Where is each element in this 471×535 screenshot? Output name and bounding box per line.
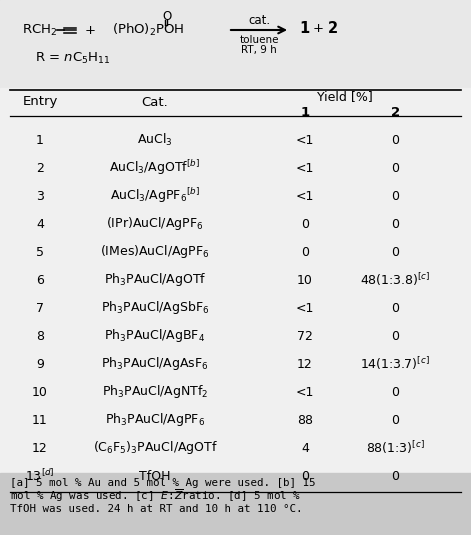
Text: +: + — [84, 24, 96, 36]
Text: toluene: toluene — [239, 35, 279, 45]
Text: 8: 8 — [36, 330, 44, 342]
Text: 0: 0 — [391, 246, 399, 258]
Text: Ph$_3$PAuCl/AgOTf: Ph$_3$PAuCl/AgOTf — [104, 271, 206, 288]
Text: (IMes)AuCl/AgPF$_6$: (IMes)AuCl/AgPF$_6$ — [100, 243, 210, 261]
Text: 0: 0 — [391, 470, 399, 483]
Text: Ph$_3$PAuCl/AgNTf$_2$: Ph$_3$PAuCl/AgNTf$_2$ — [102, 384, 208, 401]
Text: 1: 1 — [36, 134, 44, 147]
Text: 0: 0 — [391, 134, 399, 147]
Text: 13$^{[d]}$: 13$^{[d]}$ — [25, 468, 55, 484]
Text: <1: <1 — [296, 162, 314, 174]
Text: 0: 0 — [301, 470, 309, 483]
Text: 0: 0 — [391, 302, 399, 315]
Text: 48(1:3.8)$^{[c]}$: 48(1:3.8)$^{[c]}$ — [360, 272, 430, 288]
Text: AuCl$_3$/AgPF$_6$$^{[b]}$: AuCl$_3$/AgPF$_6$$^{[b]}$ — [110, 187, 200, 205]
Text: Ph$_3$PAuCl/AgPF$_6$: Ph$_3$PAuCl/AgPF$_6$ — [105, 411, 205, 429]
Text: <1: <1 — [296, 189, 314, 203]
Text: 7: 7 — [36, 302, 44, 315]
Text: 0: 0 — [391, 386, 399, 399]
Text: mol % Ag was used. [c] $\it{E}$:$\overline{Z}$ratio. [d] 5 mol %: mol % Ag was used. [c] $\it{E}$:$\overli… — [10, 488, 301, 505]
Text: 88: 88 — [297, 414, 313, 426]
Text: 0: 0 — [301, 246, 309, 258]
Text: <1: <1 — [296, 386, 314, 399]
Text: 9: 9 — [36, 357, 44, 371]
Text: 12: 12 — [297, 357, 313, 371]
Text: RT, 9 h: RT, 9 h — [241, 45, 277, 55]
Text: AuCl$_3$/AgOTf$^{[b]}$: AuCl$_3$/AgOTf$^{[b]}$ — [109, 158, 201, 178]
Text: 0: 0 — [391, 330, 399, 342]
Text: 2: 2 — [36, 162, 44, 174]
Text: Cat.: Cat. — [142, 96, 168, 109]
Text: TfOH: TfOH — [139, 470, 171, 483]
Text: 88(1:3)$^{[c]}$: 88(1:3)$^{[c]}$ — [365, 440, 424, 456]
Bar — [0, 0, 471, 88]
Bar — [0, 88, 471, 473]
Text: 14(1:3.7)$^{[c]}$: 14(1:3.7)$^{[c]}$ — [360, 356, 430, 372]
Text: cat.: cat. — [248, 13, 270, 27]
Text: 3: 3 — [36, 189, 44, 203]
Text: 12: 12 — [32, 441, 48, 455]
Text: Yield [%]: Yield [%] — [317, 90, 373, 103]
Text: 0: 0 — [391, 414, 399, 426]
Text: 0: 0 — [391, 162, 399, 174]
Bar — [0, 473, 471, 535]
Text: AuCl$_3$: AuCl$_3$ — [137, 132, 173, 148]
Text: 5: 5 — [36, 246, 44, 258]
Text: Entry: Entry — [22, 96, 57, 109]
Text: Ph$_3$PAuCl/AgAsF$_6$: Ph$_3$PAuCl/AgAsF$_6$ — [101, 355, 209, 372]
Text: Ph$_3$PAuCl/AgBF$_4$: Ph$_3$PAuCl/AgBF$_4$ — [105, 327, 206, 345]
Text: 72: 72 — [297, 330, 313, 342]
Text: 0: 0 — [301, 218, 309, 231]
Text: O: O — [162, 10, 171, 22]
Text: 10: 10 — [297, 273, 313, 287]
Text: 0: 0 — [391, 218, 399, 231]
Text: +: + — [312, 21, 324, 34]
Text: $\mathbf{1}$: $\mathbf{1}$ — [300, 20, 311, 36]
Text: 10: 10 — [32, 386, 48, 399]
Text: $\mathbf{1}$: $\mathbf{1}$ — [300, 106, 310, 119]
Text: R = $\it{n}$C$_5$H$_{11}$: R = $\it{n}$C$_5$H$_{11}$ — [35, 50, 111, 66]
Text: Ph$_3$PAuCl/AgSbF$_6$: Ph$_3$PAuCl/AgSbF$_6$ — [101, 300, 209, 317]
Text: $\mathbf{2}$: $\mathbf{2}$ — [326, 20, 337, 36]
Text: 4: 4 — [36, 218, 44, 231]
Text: 11: 11 — [32, 414, 48, 426]
Text: (IPr)AuCl/AgPF$_6$: (IPr)AuCl/AgPF$_6$ — [106, 216, 203, 233]
Text: (PhO)$_2$POH: (PhO)$_2$POH — [112, 22, 185, 38]
Text: 0: 0 — [391, 189, 399, 203]
Text: TfOH was used. 24 h at RT and 10 h at 110 °C.: TfOH was used. 24 h at RT and 10 h at 11… — [10, 504, 302, 514]
Text: [a] 5 mol % Au and 5 mol % Ag were used. [b] 15: [a] 5 mol % Au and 5 mol % Ag were used.… — [10, 478, 316, 488]
Text: $\mathbf{2}$: $\mathbf{2}$ — [390, 106, 400, 119]
Text: (C$_6$F$_5$)$_3$PAuCl/AgOTf: (C$_6$F$_5$)$_3$PAuCl/AgOTf — [93, 439, 218, 456]
Text: 6: 6 — [36, 273, 44, 287]
Text: 4: 4 — [301, 441, 309, 455]
Text: <1: <1 — [296, 302, 314, 315]
Text: RCH$_2$: RCH$_2$ — [22, 22, 57, 37]
Text: <1: <1 — [296, 134, 314, 147]
